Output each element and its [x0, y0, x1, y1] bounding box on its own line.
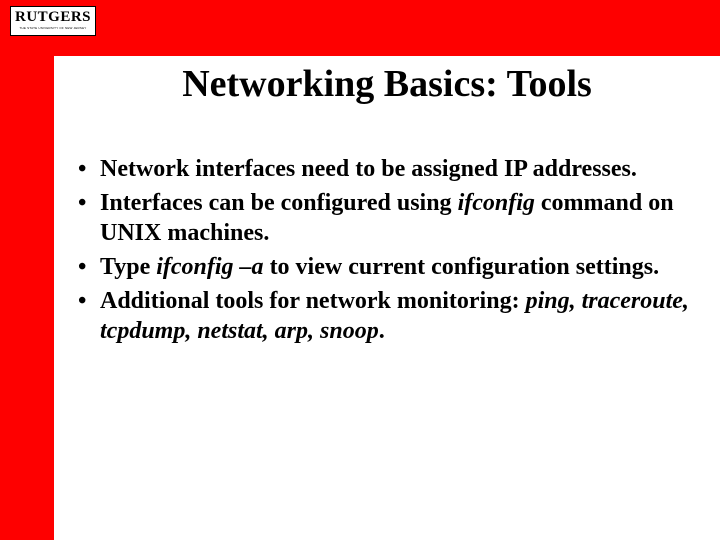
- side-bar: [0, 0, 54, 540]
- logo-text: RUTGERS: [11, 7, 95, 26]
- logo: RUTGERS THE STATE UNIVERSITY OF NEW JERS…: [10, 6, 96, 36]
- text-run: Network interfaces need to be assigned I…: [100, 156, 637, 182]
- text-run: Additional tools for network monitoring:: [100, 288, 526, 314]
- logo-subtext: THE STATE UNIVERSITY OF NEW JERSEY: [11, 26, 95, 31]
- bullet-item: Additional tools for network monitoring:…: [76, 286, 690, 346]
- text-run: ifconfig: [458, 190, 535, 216]
- bullet-item: Type ifconfig –a to view current configu…: [76, 252, 690, 282]
- text-run: Interfaces can be configured using: [100, 190, 458, 216]
- slide: RUTGERS THE STATE UNIVERSITY OF NEW JERS…: [0, 0, 720, 540]
- slide-title: Networking Basics: Tools: [54, 62, 720, 106]
- text-run: .: [379, 318, 385, 344]
- text-run: Type: [100, 254, 156, 280]
- bullet-list: Network interfaces need to be assigned I…: [76, 154, 690, 346]
- text-run: to view current configuration settings.: [264, 254, 660, 280]
- bullet-item: Network interfaces need to be assigned I…: [76, 154, 690, 184]
- text-run: ifconfig –a: [156, 254, 263, 280]
- bullet-item: Interfaces can be configured using ifcon…: [76, 188, 690, 248]
- slide-body: Network interfaces need to be assigned I…: [76, 154, 690, 350]
- header-bar: [0, 0, 720, 56]
